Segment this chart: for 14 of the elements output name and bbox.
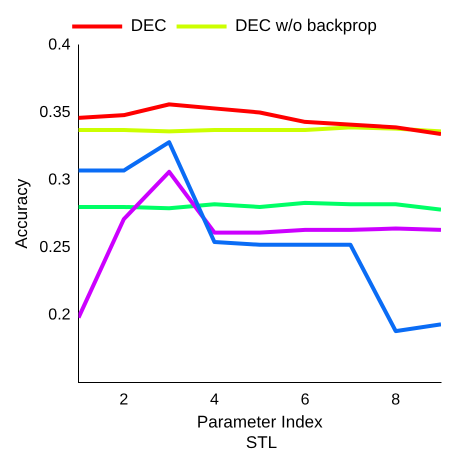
y-axis-title: Accuracy — [12, 178, 31, 249]
x-tick-label: 8 — [391, 391, 400, 408]
y-tick-label: 0.25 — [39, 238, 71, 256]
y-tick-label: 0.3 — [48, 171, 71, 188]
x-tick-label: 6 — [300, 391, 310, 408]
legend-label: DEC — [130, 16, 167, 36]
y-tick-label: 0.4 — [48, 36, 71, 54]
y-tick-label: 0.2 — [48, 306, 71, 324]
legend-label: DEC w/o backprop — [235, 16, 377, 36]
x-tick-label: 2 — [119, 391, 128, 408]
text: STL — [244, 433, 278, 453]
y-tick-label: 0.35 — [39, 104, 71, 121]
x-axis-title: Parameter Index — [196, 412, 324, 432]
x-tick-label: 4 — [210, 391, 220, 408]
